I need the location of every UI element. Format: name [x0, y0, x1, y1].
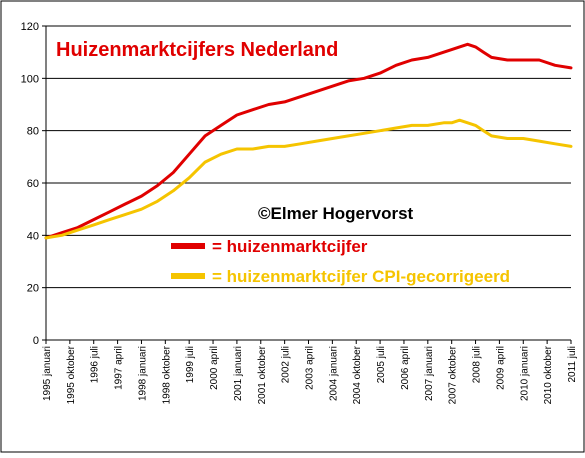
y-tick-labels: 0 20 40 60 80 100 120 — [21, 21, 39, 347]
series-line-2 — [44, 118, 573, 240]
grid-lines — [46, 25, 571, 289]
x-tick-label: 2009 april — [495, 346, 506, 390]
x-tick-label: 1998 oktober — [161, 345, 172, 404]
x-tick-label: 1995 januari — [42, 346, 53, 401]
x-tick-label: 2000 april — [209, 346, 220, 390]
x-tick-label: 2006 april — [400, 346, 411, 390]
y-tick-label: 40 — [27, 230, 39, 242]
legend-label-2: = huizenmarktcijfer CPI-gecorrigeerd — [212, 267, 510, 286]
x-tick-label: 2011 juli — [567, 346, 578, 383]
x-tick-label: 1998 januari — [137, 346, 148, 401]
x-tick-label: 2001 oktober — [257, 345, 268, 404]
x-tick-label: 2010 oktober — [543, 345, 554, 404]
chart-title: Huizenmarktcijfers Nederland — [56, 39, 338, 61]
x-tick-label: 2003 april — [305, 346, 316, 390]
x-tick-label: 1997 april — [114, 346, 125, 390]
copyright-annotation: ©Elmer Hogervorst — [258, 204, 414, 223]
y-tick-label: 120 — [21, 21, 39, 33]
y-tick-label: 0 — [33, 335, 39, 347]
y-tick-label: 60 — [27, 178, 39, 190]
y-tick-label: 100 — [21, 73, 39, 85]
legend-label-1: = huizenmarktcijfer — [212, 237, 368, 256]
x-tick-label: 2008 juli — [472, 346, 483, 383]
x-tick-label: 2007 januari — [424, 346, 435, 401]
axes — [42, 25, 572, 344]
x-tick-label: 2010 januari — [519, 346, 530, 401]
legend: = huizenmarktcijfer = huizenmarktcijfer C… — [171, 237, 510, 286]
y-tick-label: 20 — [27, 283, 39, 295]
series-line-1 — [44, 42, 573, 240]
x-tick-label: 2004 oktober — [352, 345, 363, 404]
x-tick-label: 1995 oktober — [66, 345, 77, 404]
x-tick-label: 1999 juli — [185, 346, 196, 383]
y-tick-label: 80 — [27, 126, 39, 138]
x-tick-label: 2002 juli — [281, 346, 292, 383]
x-tick-label: 2007 oktober — [448, 345, 459, 404]
x-tick-label: 2001 januari — [233, 346, 244, 401]
x-tick-label: 2005 juli — [376, 346, 387, 383]
x-tick-label: 2004 januari — [328, 346, 339, 401]
x-tick-labels: 1995 januari 1995 oktober 1996 juli 1997 ap… — [42, 345, 578, 404]
series-lines — [44, 42, 573, 240]
x-tick-label: 1996 juli — [90, 346, 101, 383]
